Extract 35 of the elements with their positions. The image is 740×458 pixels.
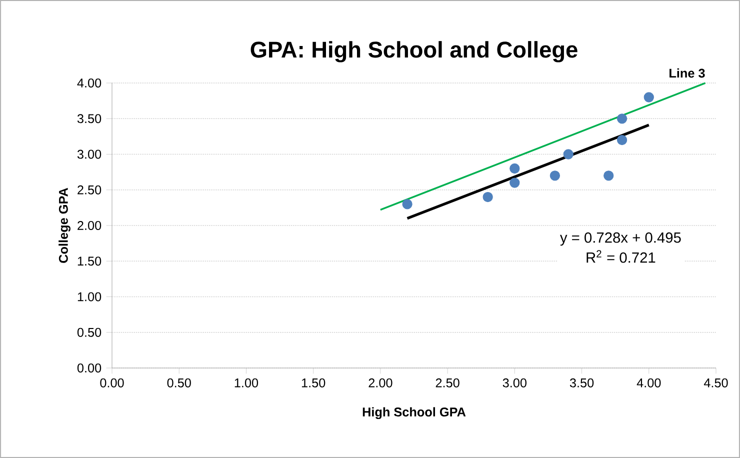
x-tick-label: 1.50 [302, 378, 326, 388]
x-tick-label: 0.50 [167, 378, 191, 388]
point [482, 192, 493, 202]
y-tick-label: 2.00 [78, 221, 102, 230]
x-tick-label: 3.50 [570, 378, 594, 388]
y-tick-label: 1.00 [78, 292, 102, 302]
x-tick-label: 4.50 [704, 378, 728, 388]
series-label: Line 3 [670, 68, 705, 78]
y-axis-title: College GPA [58, 188, 70, 263]
y-tick-label: 0.00 [77, 364, 102, 372]
point [604, 170, 614, 181]
point [550, 170, 560, 181]
x-tick-label: 1.00 [234, 378, 258, 388]
y-tick-label: 2.50 [78, 185, 102, 194]
x-axis-title: High School GPA [362, 407, 466, 420]
y-tick-label: 3.00 [77, 150, 102, 159]
point [616, 114, 628, 124]
point [510, 178, 520, 188]
x-tick-label: 0.00 [100, 378, 124, 388]
chart-title: GPA: High School and College [250, 41, 578, 62]
point [402, 199, 412, 210]
point [616, 134, 628, 146]
y-tick-label: 0.50 [77, 328, 102, 337]
annotation: y = 0.728x + 0.495 [560, 232, 681, 246]
annotation: R$^{2}$ = 0.721 [586, 250, 656, 263]
point [563, 149, 574, 160]
point [510, 163, 520, 174]
point [644, 92, 654, 102]
y-tick-label: 4.00 [77, 78, 102, 88]
x-tick-label: 2.00 [368, 378, 392, 388]
y-tick-label: 1.50 [78, 256, 102, 266]
x-tick-label: 4.00 [636, 378, 661, 388]
x-tick-label: 2.50 [436, 378, 460, 388]
x-tick-label: 3.00 [502, 378, 526, 388]
y-tick-label: 3.50 [77, 114, 102, 124]
